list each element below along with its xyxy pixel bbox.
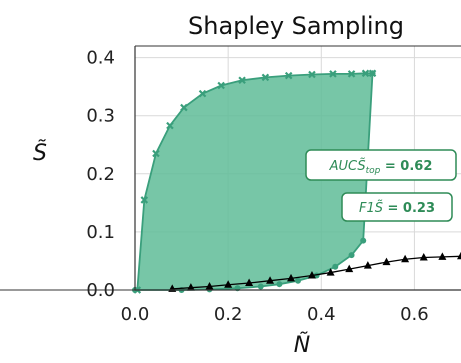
series-2-point-5 <box>266 276 275 284</box>
series-2-point-4 <box>245 278 254 287</box>
series-0-point-2 <box>152 149 160 158</box>
series-1-point-11 <box>369 70 376 77</box>
svg-text:AUCS̃top = 0.62: AUCS̃top = 0.62 <box>329 159 433 176</box>
series-0-point-10 <box>308 70 316 79</box>
series-2-point-8 <box>326 268 335 276</box>
fill-area <box>135 73 373 290</box>
f1-annotation-value: = 0.23 <box>383 201 435 216</box>
series-0-point-11 <box>329 70 337 78</box>
series-2-line <box>172 255 461 290</box>
auc-annotation-sub: top <box>366 166 381 176</box>
x-tick-label-2: 0.4 <box>307 304 336 325</box>
series-0-point-6 <box>217 81 225 90</box>
y-tick-label-3: 0.3 <box>86 106 115 127</box>
y-tick-label-0: 0.0 <box>86 280 115 301</box>
y-tick-label-1: 0.1 <box>86 222 115 243</box>
y-tick-label-2: 0.2 <box>86 164 115 185</box>
series-0-point-7 <box>238 76 246 85</box>
y-tick-label-4: 0.4 <box>86 48 115 69</box>
series-2-point-14 <box>438 252 447 260</box>
series-1-point-10 <box>360 237 367 244</box>
series-2-point-3 <box>224 280 233 288</box>
series-2-point-13 <box>419 252 428 261</box>
series-1-point-8 <box>332 263 339 270</box>
series-2-point-1 <box>186 283 195 291</box>
axes <box>0 45 461 291</box>
series-2-point-10 <box>363 261 372 269</box>
auc-annotation: AUCS̃top = 0.62 <box>305 149 457 181</box>
f1-annotation-main: F1S̃ <box>359 201 383 216</box>
svg-text:F1S̃ = 0.23: F1S̃ = 0.23 <box>359 201 435 216</box>
shaded-region <box>135 73 373 290</box>
series-2-point-7 <box>307 270 316 279</box>
series-1-point-9 <box>348 252 355 259</box>
series-0-point-9 <box>284 71 293 80</box>
series-1-point-6 <box>295 277 301 284</box>
auc-annotation-main: AUCS̃ <box>329 159 366 174</box>
auc-annotation-value: = 0.62 <box>380 159 432 174</box>
y-axis-label: S̃ <box>33 140 47 166</box>
series-0-point-3 <box>166 121 174 130</box>
series-0-point-8 <box>261 73 270 82</box>
tick-labels: 0.0 0.2 0.4 0.6 0.0 0.1 0.2 0.3 0.4 <box>86 48 428 325</box>
series-1-point-5 <box>276 281 283 288</box>
series-1-point-4 <box>257 283 264 290</box>
x-tick-label-0: 0.0 <box>121 304 150 325</box>
series-2-point-9 <box>345 264 354 273</box>
series-2-point-15 <box>457 251 461 260</box>
series-2-point-12 <box>401 254 410 263</box>
series-0-point-5 <box>198 89 207 98</box>
chart-title: Shapley Sampling <box>188 12 404 40</box>
series-0-point-12 <box>347 70 356 78</box>
series-0-point-13 <box>361 69 370 78</box>
x-axis-label: Ñ <box>294 331 310 358</box>
x-tick-label-1: 0.2 <box>214 304 243 325</box>
series-2-point-11 <box>382 257 391 266</box>
f1-annotation: F1S̃ = 0.23 <box>341 192 453 222</box>
x-tick-label-3: 0.6 <box>400 304 429 325</box>
series-0-point-1 <box>140 196 149 204</box>
series-2-point-2 <box>205 282 214 290</box>
series-0-point-4 <box>180 103 188 112</box>
series-2-point-6 <box>287 273 296 282</box>
